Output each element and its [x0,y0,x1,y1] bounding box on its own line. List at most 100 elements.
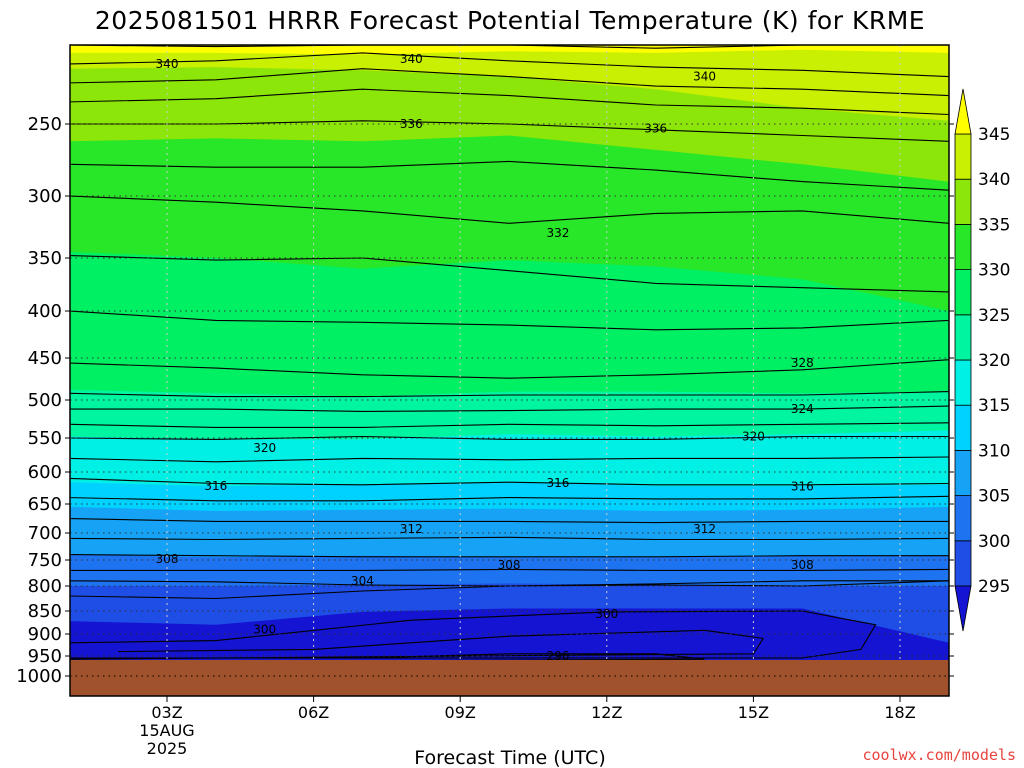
contour-label-332: 332 [546,226,569,240]
contour-line-5 [70,160,949,191]
contour-label-text: 308 [791,558,814,572]
y-axis: 2503003504004505005506006507007508008509… [16,114,954,687]
colorbar-band-335 [954,178,972,225]
y-tick-label-1000: 1000 [16,666,62,687]
contour-line-16 [70,495,949,502]
colorbar-label-305: 305 [978,487,1010,507]
y-tick-label-400: 400 [28,301,62,322]
contour-label-336: 336 [644,121,667,135]
plot-frame [69,44,950,697]
x-axis-label: Forecast Time (UTC) [414,747,605,768]
y-tick-label-300: 300 [28,186,62,207]
contour-line-7 [70,254,949,293]
contour-labels: 340 340 340 336 336 332 328 324 320 320 316 316 316 3… [156,52,814,663]
y-tick-label-250: 250 [28,114,62,135]
y-tick-label-850: 850 [28,601,62,622]
fill-band-10 [70,45,949,121]
contour-label-328: 328 [791,356,814,370]
colorbar-label-320: 320 [978,351,1010,371]
y-tick-label-600: 600 [28,462,62,483]
colorbar-band-295 [954,540,972,587]
x-tick-label-09Z: 09Z [445,703,476,722]
contour-label-296: 296 [546,649,569,663]
y-tick-label-550: 550 [28,428,62,449]
y-tick-label-450: 450 [28,348,62,369]
fill-band-11 [70,45,949,55]
contour-label-text: 300 [595,607,618,621]
contour-line-1 [70,52,949,78]
contour-line-13 [70,435,949,440]
contour-label-text: 336 [400,117,423,131]
contour-line-20 [70,568,949,571]
colorbar-band-320 [954,314,972,361]
contour-label-text: 332 [546,226,569,240]
contour-label-312: 312 [693,522,716,536]
contour-label-324: 324 [791,402,814,416]
contour-label-text: 304 [351,574,374,588]
contour-label-text: 320 [742,429,765,443]
x-date-label-0: 15AUG [139,721,194,740]
contour-label-text: 312 [693,522,716,536]
contour-loop-2 [362,653,705,662]
colorbar-band-340 [954,133,972,180]
ground-fill [70,660,949,696]
contour-line-3 [70,88,949,116]
contour-line-2 [70,68,949,97]
contour-label-320: 320 [742,429,765,443]
contour-label-300: 300 [253,622,276,636]
contour-line-0 [70,45,949,49]
contour-line-15 [70,477,949,486]
colorbar-label-335: 335 [978,215,1010,235]
x-tick-label-12Z: 12Z [591,703,622,722]
contour-loop-1 [70,629,765,660]
x-tick-label-06Z: 06Z [298,703,329,722]
y-tick-label-500: 500 [28,390,62,411]
colorbar-label-310: 310 [978,441,1010,461]
colorbar-label-345: 345 [978,125,1010,145]
grid-lines [70,45,949,696]
contour-label-320: 320 [253,441,276,455]
x-date-label-1: 2025 [147,739,188,758]
y-tick-label-350: 350 [28,248,62,269]
contour-label-text: 340 [156,57,179,71]
x-tick-label-18Z: 18Z [884,703,915,722]
contour-label-text: 340 [400,52,423,66]
contour-label-316: 316 [546,476,569,490]
contour-line-4 [70,120,949,142]
contour-label-308: 308 [498,558,521,572]
contour-label-text: 296 [546,649,569,663]
colorbar-band-305 [954,449,972,496]
contour-label-300: 300 [595,607,618,621]
contour-label-308: 308 [791,558,814,572]
contour-label-340: 340 [693,70,716,84]
contour-label-text: 308 [156,552,179,566]
credit-text[interactable]: coolwx.com/models [862,746,1016,764]
contour-line-18 [70,536,949,541]
contour-label-text: 328 [791,356,814,370]
colorbar-band-330 [954,223,972,270]
contour-line-19 [70,554,949,558]
colorbar-label-340: 340 [978,170,1010,190]
contour-label-text: 312 [400,522,423,536]
contour-label-text: 308 [498,558,521,572]
contour-label-text: 316 [204,479,227,493]
contour-label-text: 316 [791,480,814,494]
colorbar-band-310 [954,404,972,451]
colorbar-extend-min [954,585,972,632]
contour-line-14 [70,456,949,463]
contour-label-text: 300 [253,622,276,636]
contour-line-6 [70,195,949,224]
contour-label-text: 324 [791,402,814,416]
colorbar-label-295: 295 [978,577,1010,597]
y-tick-label-700: 700 [28,523,62,544]
contour-label-text: 316 [546,476,569,490]
contour-label-text: 340 [693,70,716,84]
contour-line-9 [70,359,949,379]
colorbar-label-315: 315 [978,396,1010,416]
y-tick-label-750: 750 [28,550,62,571]
colorbar-band-325 [954,269,972,316]
ground-layer [70,660,949,696]
contour-label-304: 304 [351,574,374,588]
